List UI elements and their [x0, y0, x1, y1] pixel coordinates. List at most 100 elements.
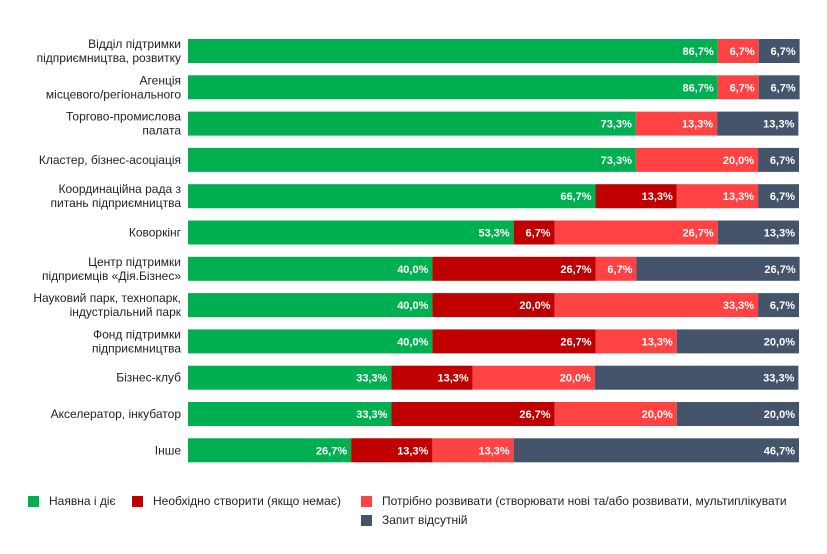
bar-segment [676, 402, 799, 426]
category-label: Інше [155, 443, 182, 457]
bar-segment [188, 293, 433, 318]
bar-segment [188, 438, 352, 463]
category-label: Кластер, бізнес-асоціація [39, 153, 181, 167]
data-label: 13,3% [642, 336, 673, 348]
data-label: 26,7% [683, 228, 714, 240]
bar-segment [513, 220, 555, 245]
data-label: 73,3% [601, 119, 632, 131]
data-label: 33,3% [356, 373, 387, 385]
data-label: 33,3% [763, 373, 794, 385]
data-label: 73,3% [601, 155, 632, 167]
bar-segment [717, 39, 759, 63]
bar-segment [391, 402, 555, 426]
data-label: 13,3% [764, 228, 795, 240]
data-label: 33,3% [356, 409, 387, 421]
data-label: 13,3% [682, 119, 713, 131]
data-label: 13,3% [397, 445, 428, 457]
bar-segment [594, 365, 799, 390]
legend-label: Необхідно створити (якщо немає) [153, 494, 341, 508]
bar-segment [188, 184, 596, 209]
data-label: 26,7% [764, 264, 795, 276]
data-label: 13,3% [438, 373, 469, 385]
data-label: 86,7% [683, 82, 714, 94]
data-label: 6,7% [771, 82, 796, 94]
bar-segment [676, 184, 759, 209]
bar-segment [188, 111, 636, 136]
category-label: Акселератор, інкубатор [51, 407, 182, 421]
legend-swatch [28, 495, 39, 507]
bar-segment [432, 293, 555, 318]
data-label: 53,3% [478, 228, 509, 240]
data-label: 26,7% [519, 409, 550, 421]
data-label: 13,3% [763, 119, 794, 131]
data-label: 6,7% [771, 46, 796, 58]
category-label: Координаційна рада з питань підприємництв… [51, 182, 182, 210]
data-label: 6,7% [770, 155, 795, 167]
category-label: Коворкінг [129, 226, 182, 240]
category-label: Бізнес-клуб [116, 371, 181, 385]
bar-segment [758, 293, 799, 318]
bar-segment [188, 75, 718, 100]
data-label: 13,3% [642, 191, 673, 203]
data-label: 6,7% [770, 300, 795, 312]
data-label: 46,7% [764, 445, 795, 457]
data-label: 20,0% [642, 409, 673, 421]
bar-segment [554, 220, 718, 245]
bar-segment [188, 256, 433, 281]
bar-segment [554, 293, 759, 318]
data-label: 20,0% [723, 155, 754, 167]
bar-segment [188, 39, 718, 63]
bar-segment [676, 329, 799, 354]
legend-swatch [361, 514, 372, 526]
category-label: Агенція місцевого/регіонального [46, 73, 181, 101]
bar-segment [758, 39, 800, 63]
bar-segment [758, 184, 799, 209]
bar-segment [432, 256, 596, 281]
bar-segment [432, 329, 596, 354]
bar-segment [758, 147, 799, 172]
data-label: 26,7% [560, 264, 591, 276]
bar-segment [188, 329, 433, 354]
data-label: 6,7% [526, 228, 551, 240]
bar-segment [636, 256, 800, 281]
legend-swatch [132, 495, 143, 507]
legend-item-no-demand: Запит відсутній [361, 513, 468, 527]
bar-segment [188, 402, 392, 426]
legend-item-develop: Потрібно розвивати (створювати нові та/а… [361, 494, 787, 508]
bar-segment [391, 365, 473, 390]
data-label: 20,0% [519, 300, 550, 312]
category-label: Фонд підтримки підприємництва [92, 327, 181, 355]
legend-label: Запит відсутній [382, 513, 468, 527]
bar-segment [513, 438, 799, 463]
bar-segment [554, 402, 677, 426]
data-label: 86,7% [683, 46, 714, 58]
legend-swatch [361, 495, 372, 507]
bar-segment [635, 147, 759, 172]
stacked-bar-chart: Відділ підтримки підприємництва, розвитку… [33, 37, 800, 463]
bar-segment [595, 329, 677, 354]
data-label: 6,7% [607, 264, 632, 276]
category-label: Відділ підтримки підприємництва, розвитку [37, 37, 181, 65]
category-label: Центр підтримки підприємців «Дія.Бізнес» [42, 255, 181, 283]
data-label: 13,3% [723, 191, 754, 203]
legend-label: Наявна і діє [49, 494, 116, 508]
data-label: 26,7% [560, 336, 591, 348]
bar-segment [188, 220, 514, 245]
bar-segment [595, 256, 637, 281]
legend-item-create: Необхідно створити (якщо немає) [132, 494, 341, 508]
data-label: 6,7% [730, 82, 755, 94]
bar-segment [595, 184, 677, 209]
bar-segment [432, 438, 514, 463]
data-label: 6,7% [770, 191, 795, 203]
legend-item-existing: Наявна і діє [28, 494, 116, 508]
bar-segment [717, 75, 759, 100]
data-label: 13,3% [478, 445, 509, 457]
data-label: 6,7% [730, 46, 755, 58]
data-label: 40,0% [397, 264, 428, 276]
category-label: Науковий парк, технопарк, індустріальний … [33, 291, 181, 319]
data-label: 66,7% [560, 191, 591, 203]
bar-segment [758, 75, 800, 100]
bar-segment [188, 365, 392, 390]
bar-segment [717, 111, 799, 136]
data-label: 20,0% [764, 336, 795, 348]
